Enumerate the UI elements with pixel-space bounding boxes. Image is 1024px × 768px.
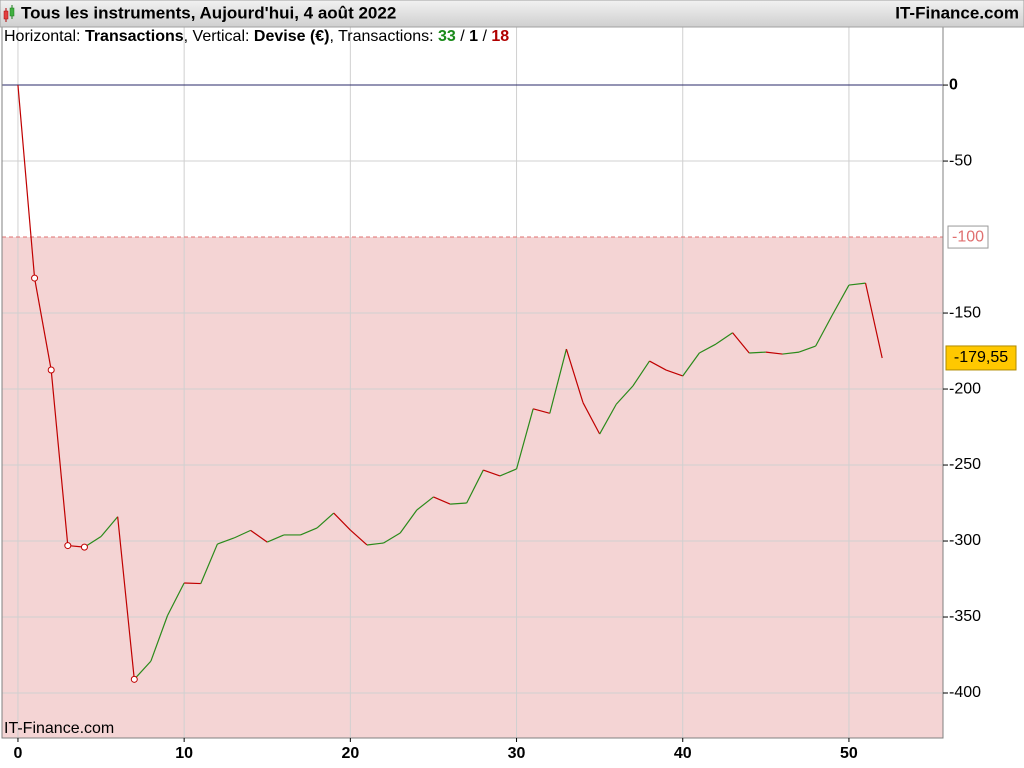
line-segment [533,408,550,414]
line-segment [815,314,833,347]
x-tick-label: 10 [175,745,193,762]
trade-marker [31,274,39,282]
line-segment [483,469,501,477]
x-tick-label: 0 [14,745,23,762]
line-segment [316,512,335,529]
line-segment [383,532,401,544]
line-segment [615,385,634,405]
line-segment [333,512,351,531]
line-segment [433,496,451,505]
title-bar [0,0,1024,28]
line-segment [349,529,368,546]
count: 33 [438,28,456,45]
line-segment [549,348,567,414]
line-segment [399,509,418,534]
line-segment [33,277,52,371]
line-segment [499,468,517,477]
line-segment [267,534,285,543]
subtitle-text: Vertical: [193,28,250,45]
y-tick-label: -200 [949,380,981,397]
line-segment [765,351,783,355]
line-segment [416,496,434,511]
x-tick-label: 20 [341,745,359,762]
trade-marker [47,366,55,374]
line-segment [100,516,119,537]
line-segment [150,615,169,662]
y-tick-label: -350 [949,608,981,625]
separator: , [184,28,193,45]
line-segment [466,469,484,504]
x-tick-label: 30 [508,745,526,762]
threshold-label-box [947,225,989,249]
x-axis-label: Transactions [85,28,184,45]
y-tick-label: -300 [949,532,981,549]
count: 18 [491,28,509,45]
trade-marker [80,543,88,551]
line-segment [782,351,800,355]
line-segment [682,352,700,377]
separator: / [478,28,491,45]
y-tick-label: 0 [949,76,958,93]
line-segment [166,582,185,616]
line-segment [599,403,617,435]
line-segment [17,85,36,279]
line-segment [50,369,69,546]
trade-marker [64,542,72,550]
line-segment [450,502,467,505]
current-value-box [945,345,1017,371]
line-segment [732,332,750,354]
watermark: IT-Finance.com [4,720,114,737]
line-segment [831,284,850,316]
separator: / [456,28,469,45]
y-axis-label: Devise (€) [254,28,330,45]
count: 1 [469,28,478,45]
plot-layer: 0 -50 -150 -200 -250 -300 -350 -400 0 10 20 30 40 50 -… [1,26,1017,762]
line-segment [133,660,152,680]
line-segment [184,582,201,585]
line-segment [200,543,218,584]
y-tick-label: -50 [949,152,972,169]
line-segment [515,408,534,470]
line-segment [665,369,683,377]
line-segment [300,527,318,536]
y-tick-label: -400 [949,684,981,701]
line-segment [649,360,667,371]
line-segment [798,345,816,353]
line-segment [366,542,384,546]
subtitle: Horizontal: Transactions, Vertical: Devi… [4,28,509,45]
x-tick-label: 50 [840,745,858,762]
line-segment [848,282,866,286]
brand: IT-Finance.com [895,3,1019,22]
line-segment [864,282,883,359]
line-segment [582,402,601,435]
line-segment [699,343,717,354]
subtitle-text: Horizontal: [4,28,80,45]
line-segment [715,332,733,345]
x-tick-label: 40 [674,745,692,762]
line-segment [632,360,650,387]
chart-title: Tous les instruments, Aujourd'hui, 4 aoû… [21,3,396,22]
threshold-zone [2,237,943,738]
threshold-label: -100 [952,228,984,245]
line-segment [233,529,251,539]
line-segment [117,516,135,680]
y-tick-label: -250 [949,456,981,473]
line-segment [250,529,268,543]
separator: , [330,28,339,45]
line-segment [217,537,235,545]
trade-marker [130,675,138,683]
current-value-label: -179,55 [954,349,1008,366]
subtitle-text: Transactions: [338,28,433,45]
line-segment [749,351,766,354]
y-tick-label: -150 [949,304,981,321]
line-segment [565,348,584,403]
app-icon [3,5,15,22]
